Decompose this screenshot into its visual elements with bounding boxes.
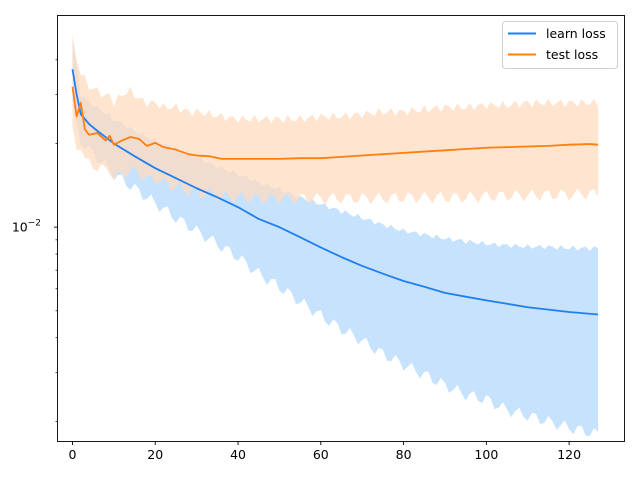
legend: learn loss test loss [502, 21, 618, 69]
y-tick-label: 10−2 [12, 219, 41, 235]
plot-area [71, 34, 599, 436]
legend-label-learn-loss: learn loss [546, 26, 606, 41]
band-learn-loss [72, 40, 599, 436]
x-tick-label: 60 [313, 447, 329, 462]
axes-frame [57, 15, 625, 442]
line-learn-loss [71, 69, 599, 316]
y-axis: 10−2 [12, 59, 58, 422]
x-axis: 0 20 40 60 80 100 120 [69, 441, 581, 462]
x-tick-label: 80 [396, 447, 412, 462]
x-tick-label: 120 [557, 447, 581, 462]
x-tick-label: 100 [474, 447, 498, 462]
x-tick-label: 20 [147, 447, 163, 462]
legend-label-test-loss: test loss [546, 47, 598, 62]
line-test-loss [71, 86, 599, 160]
band-test-loss [72, 34, 599, 205]
x-tick-label: 0 [69, 447, 77, 462]
x-tick-label: 40 [230, 447, 246, 462]
